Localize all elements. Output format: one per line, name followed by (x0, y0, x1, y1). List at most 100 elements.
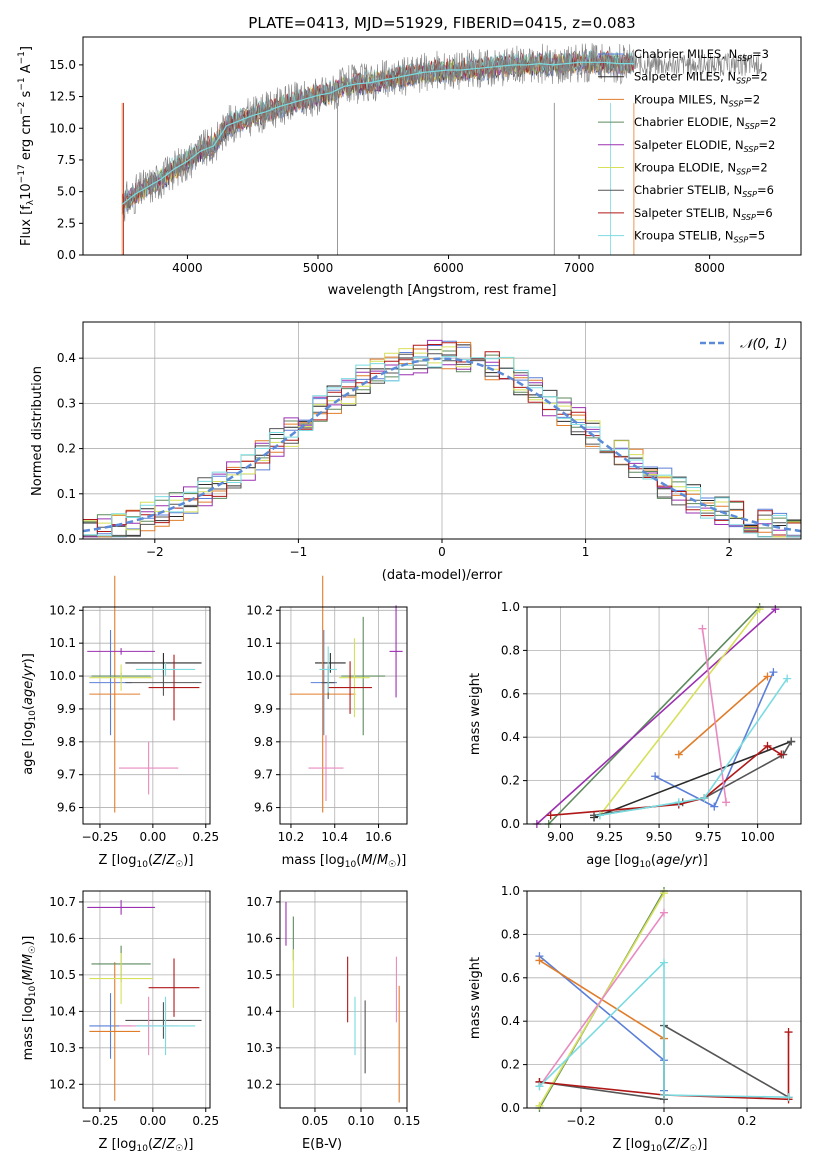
x-tick-label: 4000 (172, 261, 203, 275)
massweight-vs-metallicity-panel: −0.2 0.0 0.2 0.0 0.2 0.4 0.6 0.8 1.0 (501, 884, 802, 1128)
y-tick-label: 10.7 (246, 895, 273, 909)
y-tick-label: 0.4 (501, 1014, 520, 1028)
y-tick-label: 10.2 (49, 603, 76, 617)
error-bars (289, 575, 403, 813)
x-tick-label: 0.00 (139, 1114, 166, 1128)
axes-frame (279, 890, 408, 1109)
spectrum-xlabel: wavelength [Angstrom, rest frame] (328, 283, 557, 298)
series-marker (700, 793, 709, 802)
legend-label: Kroupa MILES, NSSP=2 (634, 92, 760, 108)
y-tick-label: 0.4 (501, 730, 520, 744)
x-tick-label: 10.2 (278, 830, 305, 844)
y-tick-label: 0.0 (57, 532, 76, 546)
p3-ylabel: age [log10(age/yr)] (21, 653, 38, 775)
spectrum-ylabel: Flux [fλ10−17 erg cm−2 s−1 A−1] (17, 46, 36, 246)
y-tick-label: 10.1 (49, 636, 76, 650)
y-tick-label: 0.6 (501, 687, 520, 701)
axes-frame (82, 606, 211, 825)
x-tick-label: 0.25 (192, 830, 219, 844)
x-tick-label: 0.05 (302, 1114, 329, 1128)
series-marker (787, 737, 796, 746)
axes-ticks: 0.05 0.10 0.15 10.2 10.3 10.4 10.5 10.6 10.7 (246, 891, 420, 1128)
axes-ticks: 9.00 9.25 9.50 9.75 10.00 0.0 0.2 0.4 0.6 0.8 1.0 (501, 600, 801, 844)
legend-label: Kroupa STELIB, NSSP=5 (634, 229, 765, 245)
y-tick-label: 12.5 (49, 90, 76, 104)
y-tick-label: 0.6 (501, 971, 520, 985)
spectrum-plot (121, 43, 763, 255)
legend-label: Salpeter ELODIE, NSSP=2 (634, 138, 775, 154)
y-tick-label: 9.8 (254, 735, 273, 749)
y-tick-label: 7.5 (57, 153, 76, 167)
y-tick-label: 10.4 (49, 1004, 76, 1018)
residual-xlabel: (data-model)/error (382, 568, 503, 583)
spectrum-legend: Chabrier MILES, NSSP=3 Salpeter MILES, NS… (598, 47, 776, 245)
y-tick-label: 10.7 (49, 895, 76, 909)
y-tick-label: 10.6 (49, 931, 76, 945)
spectrum-axes-frame (82, 36, 802, 256)
y-tick-label: 0.0 (57, 248, 76, 262)
series-marker (674, 798, 683, 807)
series-marker (769, 668, 778, 677)
y-tick-label: 9.6 (254, 801, 273, 815)
x-tick-label: 9.50 (646, 830, 673, 844)
y-tick-label: 9.6 (57, 801, 76, 815)
x-tick-label: 10.00 (740, 830, 774, 844)
p4-xlabel: mass [log10(M/M☉)] (282, 853, 407, 870)
error-bars (87, 575, 202, 813)
series-line (678, 675, 769, 756)
histogram-step (83, 342, 801, 536)
y-tick-label: 1.0 (501, 600, 520, 614)
series-line (536, 608, 776, 825)
series-line (539, 1032, 790, 1101)
y-tick-label: 0.0 (501, 1101, 520, 1115)
series-marker (784, 1028, 793, 1037)
series-marker (546, 811, 555, 820)
series-marker (535, 1082, 544, 1091)
axes-ticks: −0.2 0.0 0.2 0.0 0.2 0.4 0.6 0.8 1.0 (501, 884, 801, 1128)
residual-ylabel: Normed distribution (30, 366, 45, 496)
y-tick-label: 0.8 (501, 927, 520, 941)
axes-frame (279, 606, 408, 825)
y-tick-label: 10.3 (246, 1041, 273, 1055)
y-tick-label: 0.2 (57, 442, 76, 456)
x-tick-label: 9.00 (547, 830, 574, 844)
x-tick-label: 0.0 (654, 1114, 673, 1128)
x-tick-label: 8000 (694, 261, 725, 275)
x-tick-label: 0.25 (192, 1114, 219, 1128)
y-tick-label: 10.3 (49, 1041, 76, 1055)
series-marker (595, 811, 604, 820)
y-tick-label: 0.8 (501, 643, 520, 657)
model-spectrum-mean-line (121, 61, 634, 205)
residual-legend: 𝒩(0, 1) (700, 337, 787, 352)
x-tick-label: 2 (725, 545, 733, 559)
p7-xlabel: E(B-V) (302, 1137, 342, 1152)
age-vs-metallicity-panel: −0.25 0.00 0.25 9.6 9.7 9.8 9.9 10.0 10.1 10.2 (49, 575, 219, 844)
y-tick-label: 10.5 (246, 968, 273, 982)
p8-xlabel: Z [log10(Z/Z☉)] (613, 1137, 708, 1154)
p6-xlabel: Z [log10(Z/Z☉)] (99, 1137, 194, 1154)
y-tick-label: 9.7 (254, 768, 273, 782)
axes-frame (82, 890, 211, 1109)
residual-panel: −2 −1 0 1 2 0.0 0.1 0.2 0.3 0.4 (data-model)/erro… (30, 321, 802, 583)
x-tick-label: 10.6 (365, 830, 392, 844)
y-tick-label: 1.0 (501, 884, 520, 898)
series-lines (535, 887, 793, 1112)
x-tick-label: 6000 (433, 261, 464, 275)
x-tick-label: 1 (582, 545, 590, 559)
y-tick-label: 0.4 (57, 351, 76, 365)
x-tick-label: −0.25 (82, 830, 119, 844)
p5-ylabel: mass weight (468, 673, 483, 755)
x-tick-label: −2 (146, 545, 164, 559)
massweight-vs-age-panel: 9.00 9.25 9.50 9.75 10.00 0.0 0.2 0.4 0.6 0.8 1.0 (501, 600, 802, 844)
data-spectrum-line (121, 43, 763, 222)
series-marker (698, 624, 707, 633)
y-tick-label: 9.9 (254, 702, 273, 716)
x-tick-label: −0.2 (566, 1114, 595, 1128)
axes-frame (526, 606, 802, 825)
axes-ticks: 10.2 10.4 10.6 9.6 9.7 9.8 9.9 10.0 10.1 10.2 (246, 603, 407, 844)
y-tick-label: 10.6 (246, 931, 273, 945)
series-line (538, 912, 665, 1087)
series-marker (535, 956, 544, 965)
y-tick-label: 10.2 (246, 603, 273, 617)
series-marker (660, 908, 668, 917)
